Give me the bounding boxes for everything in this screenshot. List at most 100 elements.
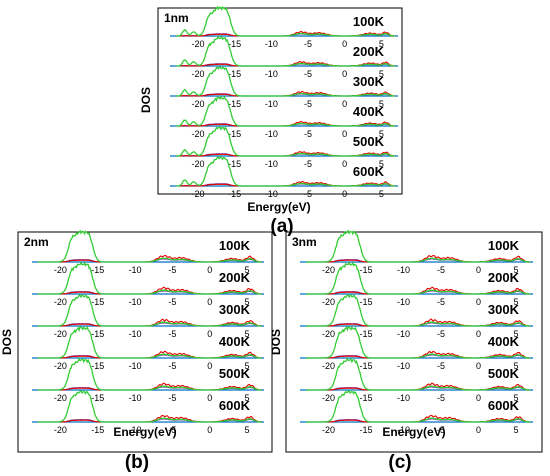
x-tick-label: -15 bbox=[91, 329, 104, 339]
x-tick-label: -15 bbox=[228, 189, 241, 199]
total-dos-curve bbox=[38, 229, 262, 263]
x-tick-label: -5 bbox=[437, 297, 445, 307]
x-tick-label: -20 bbox=[54, 265, 67, 275]
x-tick-label: -15 bbox=[91, 361, 104, 371]
total-dos-curve bbox=[176, 66, 396, 97]
x-tick-label: -20 bbox=[191, 99, 204, 109]
panel-caption: (b) bbox=[125, 452, 149, 473]
x-tick-label: -5 bbox=[168, 265, 176, 275]
x-tick-label: -5 bbox=[304, 99, 312, 109]
panel-caption: (a) bbox=[270, 216, 293, 237]
x-tick-label: -5 bbox=[304, 69, 312, 79]
x-tick-label: 5 bbox=[245, 265, 250, 275]
x-tick-label: 5 bbox=[513, 297, 518, 307]
panel-size-label: 3nm bbox=[292, 235, 317, 249]
x-tick-label: -15 bbox=[91, 425, 104, 435]
temperature-label: 400K bbox=[219, 334, 251, 349]
x-tick-label: 5 bbox=[245, 361, 250, 371]
total-dos-curve bbox=[38, 357, 262, 391]
x-tick-label: -5 bbox=[304, 189, 312, 199]
x-tick-label: -15 bbox=[228, 159, 241, 169]
x-tick-label: 0 bbox=[476, 329, 481, 339]
temperature-label: 100K bbox=[353, 14, 385, 29]
total-dos-curve bbox=[38, 325, 262, 359]
x-tick-label: 5 bbox=[513, 329, 518, 339]
temperature-label: 600K bbox=[219, 398, 251, 413]
temperature-label: 500K bbox=[488, 366, 520, 381]
x-tick-label: -10 bbox=[265, 39, 278, 49]
x-tick-label: -10 bbox=[129, 361, 142, 371]
x-tick-label: -5 bbox=[304, 159, 312, 169]
total-dos-curve bbox=[306, 229, 531, 263]
x-tick-label: -10 bbox=[129, 265, 142, 275]
y-axis-label: DOS bbox=[269, 329, 283, 355]
temperature-label: 400K bbox=[488, 334, 520, 349]
x-tick-label: -10 bbox=[397, 393, 410, 403]
x-tick-label: -15 bbox=[91, 265, 104, 275]
temperature-label: 200K bbox=[219, 270, 251, 285]
total-dos-curve bbox=[38, 294, 262, 327]
x-tick-label: -20 bbox=[191, 189, 204, 199]
panel-frame bbox=[157, 7, 403, 195]
x-tick-label: 5 bbox=[379, 159, 384, 169]
x-tick-label: 0 bbox=[207, 265, 212, 275]
dos-row-100K: -20 -15 -10 -5 0 5 100K bbox=[170, 5, 398, 49]
x-tick-label: -10 bbox=[397, 361, 410, 371]
x-tick-label: -10 bbox=[129, 393, 142, 403]
temperature-label: 600K bbox=[353, 164, 385, 179]
x-tick-label: -5 bbox=[168, 329, 176, 339]
x-tick-label: -15 bbox=[228, 129, 241, 139]
total-dos-curve bbox=[38, 261, 262, 295]
x-tick-label: -10 bbox=[265, 129, 278, 139]
x-tick-label: 0 bbox=[207, 329, 212, 339]
x-tick-label: -5 bbox=[437, 393, 445, 403]
x-tick-label: 0 bbox=[342, 189, 347, 199]
dos-row-500K: -20 -15 -10 -5 0 5 500K bbox=[170, 125, 398, 169]
total-dos-curve bbox=[306, 390, 531, 423]
x-tick-label: -15 bbox=[91, 297, 104, 307]
x-tick-label: -10 bbox=[265, 99, 278, 109]
x-tick-label: -15 bbox=[359, 393, 372, 403]
x-tick-label: -10 bbox=[129, 329, 142, 339]
s-orbital-dos-curve bbox=[306, 382, 531, 391]
temperature-label: 300K bbox=[219, 302, 251, 317]
x-tick-label: -20 bbox=[54, 297, 67, 307]
x-tick-label: -5 bbox=[304, 39, 312, 49]
x-tick-label: -5 bbox=[437, 329, 445, 339]
x-tick-label: -20 bbox=[191, 159, 204, 169]
total-dos-curve bbox=[306, 357, 531, 391]
temperature-label: 500K bbox=[353, 134, 385, 149]
x-tick-label: -15 bbox=[228, 69, 241, 79]
x-tick-label: -10 bbox=[397, 297, 410, 307]
total-dos-curve bbox=[176, 35, 396, 67]
x-tick-label: 0 bbox=[207, 361, 212, 371]
x-tick-label: -10 bbox=[129, 425, 142, 435]
x-tick-label: 5 bbox=[513, 265, 518, 275]
x-tick-label: 0 bbox=[207, 297, 212, 307]
x-tick-label: -5 bbox=[168, 297, 176, 307]
x-tick-label: -15 bbox=[359, 297, 372, 307]
x-tick-label: -20 bbox=[191, 39, 204, 49]
panel-frame bbox=[285, 231, 543, 453]
x-tick-label: -5 bbox=[437, 265, 445, 275]
temperature-label: 100K bbox=[488, 238, 520, 253]
total-dos-curve bbox=[176, 5, 396, 37]
x-tick-label: 0 bbox=[476, 393, 481, 403]
x-tick-label: -5 bbox=[168, 361, 176, 371]
x-tick-label: -20 bbox=[54, 393, 67, 403]
x-tick-label: 0 bbox=[342, 159, 347, 169]
y-axis-label: DOS bbox=[0, 329, 14, 355]
s-orbital-dos-curve bbox=[306, 286, 531, 295]
total-dos-curve bbox=[306, 293, 531, 327]
